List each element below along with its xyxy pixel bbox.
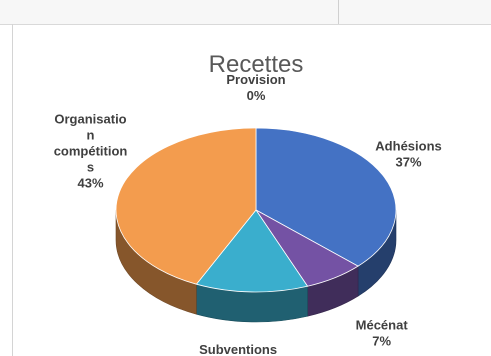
data-label-name-mecenat: Mécénat xyxy=(356,318,409,333)
data-label-pct-provision: 0% xyxy=(247,88,266,103)
data-label-name-organisation-competitions: n xyxy=(87,128,95,143)
data-label-name-organisation-competitions: compétition xyxy=(54,144,128,159)
data-label-name-organisation-competitions: Organisatio xyxy=(54,112,126,127)
data-label-pct-organisation-competitions: 43% xyxy=(78,176,104,191)
data-label-pct-mecenat: 7% xyxy=(372,334,391,349)
pie-tops xyxy=(116,128,396,292)
data-label-name-provision: Provision xyxy=(226,72,285,87)
data-label-pct-adhesions: 37% xyxy=(396,154,422,169)
data-label-name-organisation-competitions: s xyxy=(87,160,94,175)
data-label-name-subventions: Subventions xyxy=(199,342,277,356)
data-label-name-adhesions: Adhésions xyxy=(375,138,441,153)
